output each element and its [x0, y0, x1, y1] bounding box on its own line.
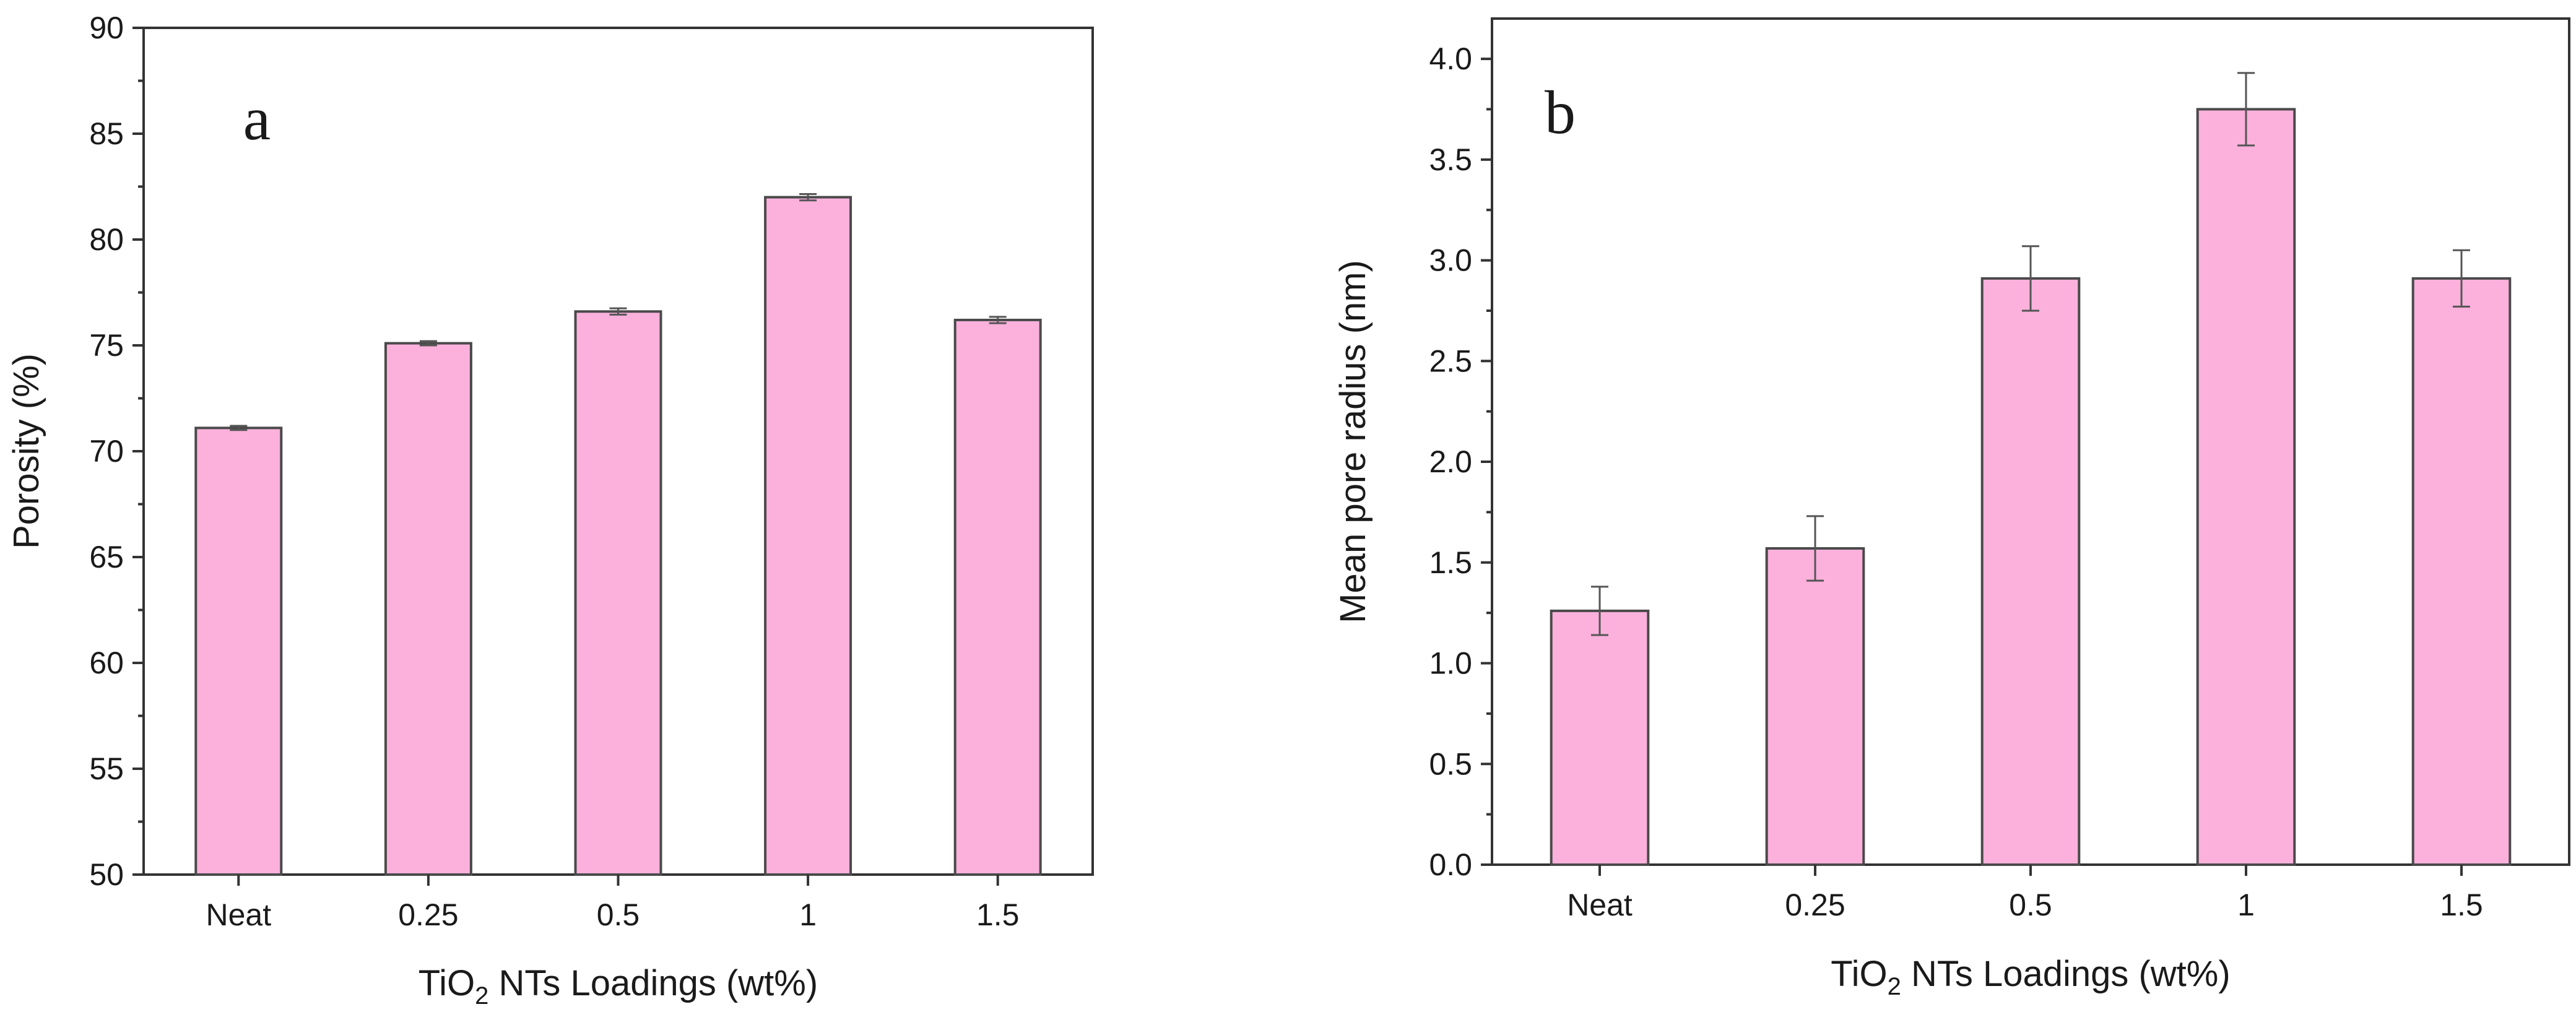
bar [2411, 277, 2512, 867]
y-axis-label: Porosity (%) [6, 353, 46, 549]
bar [764, 196, 852, 876]
x-tick-label: Neat [206, 897, 271, 932]
y-tick-label: 75 [89, 328, 124, 363]
bar [1550, 609, 1650, 867]
panel-b: 0.0 0.5 1.0 1.5 2.0 2.5 3.0 3.5 4.0 Neat 0.25 0.5 1 1… [1333, 17, 2570, 1000]
x-tick-label: 0.5 [597, 897, 640, 932]
y-tick-label: 1.5 [1429, 545, 1472, 580]
panel-a: 50 55 60 65 70 75 80 85 90 Neat 0.25 0.5 1 1.5 a Porosi… [6, 11, 1094, 1010]
y-tick-label: 55 [89, 751, 124, 786]
x-tick-label: 0.5 [2009, 888, 2052, 922]
x-tick-label: 0.25 [1785, 888, 1845, 922]
bar [953, 318, 1042, 876]
y-tick-label: 80 [89, 222, 124, 257]
x-tick-label: Neat [1567, 888, 1633, 922]
x-tick-label: 1.5 [976, 897, 1020, 932]
x-axis-label: TiO2 NTs Loadings (wt%) [1831, 954, 2230, 1000]
x-axis-label: TiO2 NTs Loadings (wt%) [418, 963, 818, 1010]
x-axis-label-subscript: 2 [475, 982, 488, 1010]
x-tick-label: 1 [2237, 888, 2255, 922]
x-axis-label-prefix: TiO [418, 963, 475, 1003]
y-tick-label: 90 [89, 11, 124, 45]
y-tick-label: 3.5 [1429, 142, 1472, 177]
bar [574, 310, 662, 876]
x-tick-label: 1 [799, 897, 817, 932]
y-tick-label: 0.5 [1429, 746, 1472, 781]
y-tick-label: 85 [89, 116, 124, 151]
bar [194, 426, 283, 876]
x-axis-label-suffix: NTs Loadings (wt%) [1901, 954, 2231, 994]
y-tick-label: 1.0 [1429, 646, 1472, 681]
bar [1765, 547, 1865, 866]
y-tick-label: 60 [89, 646, 124, 680]
y-tick-label: 2.0 [1429, 444, 1472, 479]
y-tick-label: 2.5 [1429, 344, 1472, 378]
y-tick-label: 0.0 [1429, 847, 1472, 882]
y-axis-label: Mean pore radius (nm) [1333, 260, 1373, 623]
y-tick-label: 4.0 [1429, 41, 1472, 76]
x-axis-label-prefix: TiO [1831, 954, 1887, 994]
panel-letter: b [1545, 78, 1576, 147]
x-tick-label: 0.25 [398, 897, 458, 932]
bar [384, 342, 472, 876]
bar [1980, 277, 2081, 867]
x-tick-label: 1.5 [2440, 888, 2483, 922]
y-tick-label: 3.0 [1429, 243, 1472, 278]
y-tick-label: 50 [89, 857, 124, 892]
bar [2196, 108, 2296, 867]
y-tick-label: 65 [89, 540, 124, 574]
x-axis-label-suffix: NTs Loadings (wt%) [488, 963, 818, 1003]
x-axis-label-subscript: 2 [1888, 973, 1901, 1000]
panel-letter: a [243, 84, 271, 153]
y-tick-label: 70 [89, 434, 124, 469]
